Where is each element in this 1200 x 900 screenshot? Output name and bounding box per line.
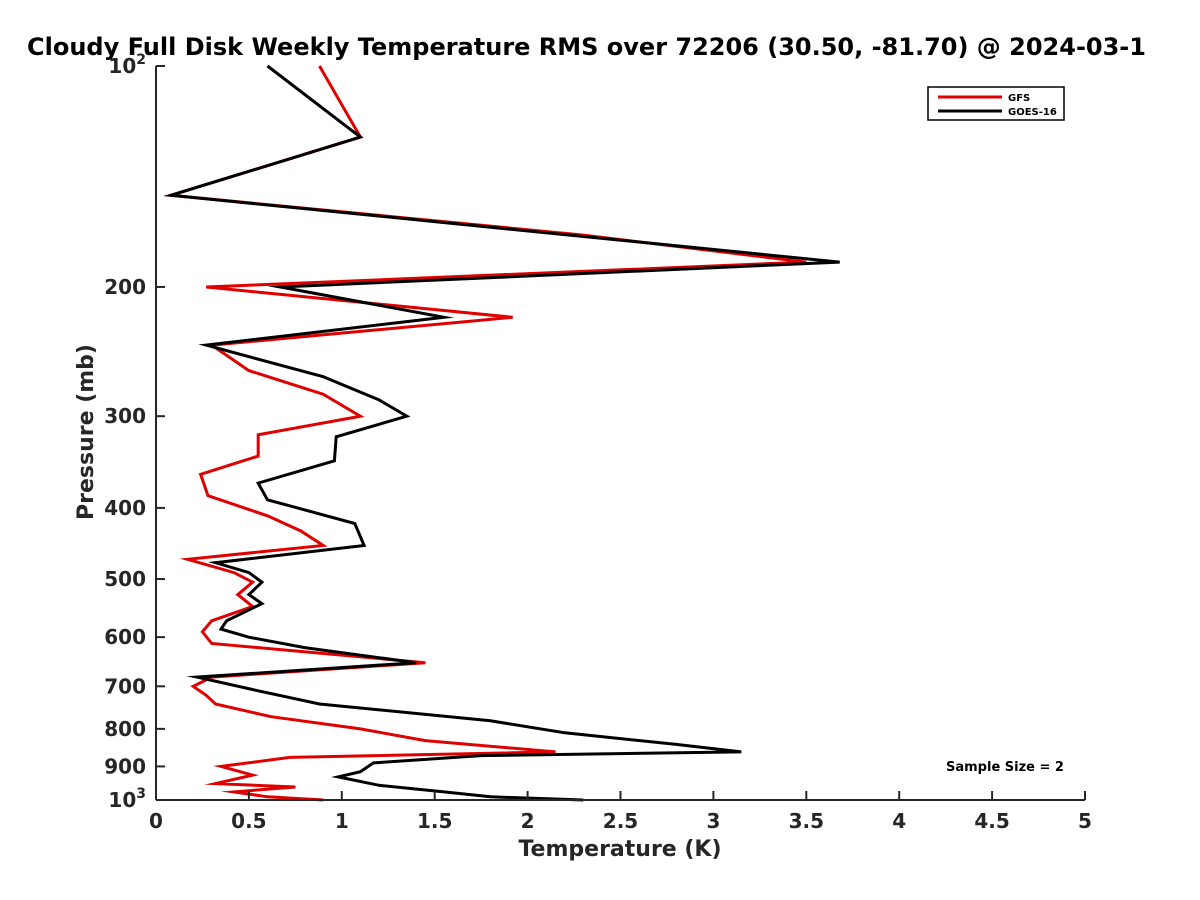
y-tick-label: 600 [104,625,146,649]
chart-title: Cloudy Full Disk Weekly Temperature RMS … [27,33,1146,61]
y-tick-label: 103 [108,786,146,812]
legend-box [927,86,1065,121]
x-tick-label: 2 [521,809,535,833]
x-tick-label: 2.5 [603,809,638,833]
y-tick-label: 800 [104,717,146,741]
sample-size-note: Sample Size = 2 [946,760,1064,775]
y-tick-label: 400 [104,496,146,520]
y-tick-label: 500 [104,567,146,591]
x-tick-label: 4.5 [974,809,1009,833]
x-tick-label: 0 [149,809,163,833]
legend: GFS GOES-16 [927,86,1065,121]
legend-label: GFS [1008,93,1030,104]
x-tick-label: 1 [335,809,349,833]
x-tick-label: 4 [892,809,906,833]
y-tick-label: 102 [108,52,146,78]
y-axis-label: Pressure (mb) [74,344,99,520]
legend-label: GOES-16 [1008,107,1057,118]
y-tick-label: 700 [104,674,146,698]
y-tick-label: 300 [104,404,146,428]
series-layer [163,64,840,802]
axes-layer: 0 0.5 1 1.5 2 2.5 3 3.5 4 4.5 5 102 200 300 400 500 600 7… [104,52,1092,833]
x-tick-label: 3.5 [789,809,824,833]
y-tick-label: 200 [104,275,146,299]
x-axis-label: Temperature (K) [518,837,721,862]
series-line-goes-16 [163,64,840,802]
x-tick-label: 3 [706,809,720,833]
x-tick-label: 1.5 [417,809,452,833]
x-tick-label: 0.5 [231,809,266,833]
x-tick-label: 5 [1078,809,1092,833]
y-tick-label: 900 [104,754,146,778]
